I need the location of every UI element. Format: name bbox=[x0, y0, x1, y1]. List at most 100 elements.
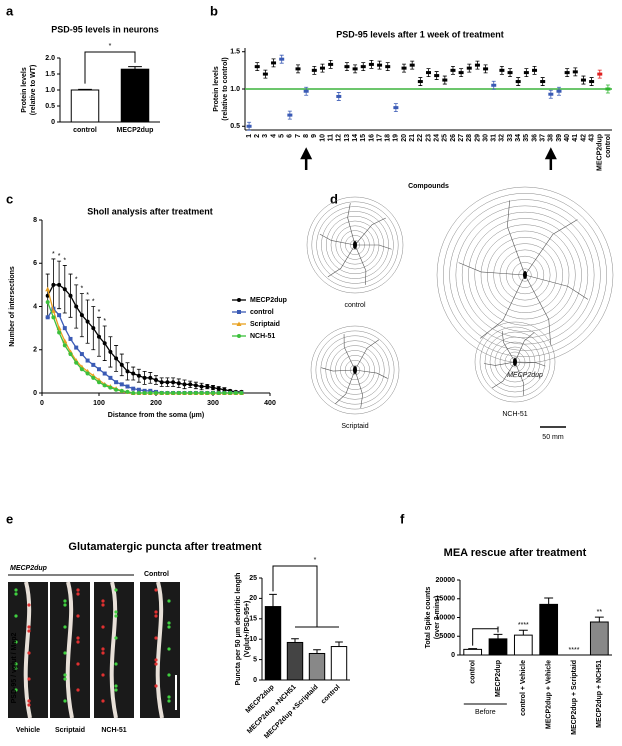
sholl-ring bbox=[479, 326, 551, 398]
dendrite bbox=[524, 274, 589, 300]
puncta bbox=[154, 588, 158, 592]
sholl-ring bbox=[320, 335, 390, 405]
x-tick-label: 40 bbox=[564, 134, 571, 142]
sholl-ring bbox=[499, 346, 531, 378]
dendrite bbox=[458, 262, 526, 276]
x-tick-label: 300 bbox=[207, 400, 219, 407]
sholl-ring bbox=[316, 206, 394, 284]
sholl-ring bbox=[518, 268, 532, 282]
y-tick-label: 0.5 bbox=[230, 123, 240, 130]
marker bbox=[62, 287, 67, 292]
image-label: Vehicle bbox=[16, 727, 40, 734]
significance: * bbox=[92, 298, 95, 305]
sholl-ring bbox=[344, 359, 366, 381]
x-tick-label: 43 bbox=[588, 134, 595, 142]
y-axis-label: (relative to WT) bbox=[30, 65, 37, 116]
x-tick-label: MECP2dup + Scriptaid bbox=[571, 660, 578, 735]
marker bbox=[171, 391, 176, 395]
x-tick-label: 12 bbox=[336, 134, 343, 142]
panel-letter: e bbox=[6, 511, 13, 526]
sholl-ring bbox=[489, 336, 541, 388]
marker bbox=[114, 380, 119, 385]
x-tick-label: 42 bbox=[580, 134, 587, 142]
cap bbox=[247, 121, 252, 131]
marker bbox=[45, 315, 50, 320]
cap bbox=[565, 68, 570, 77]
y-tick-label: 20000 bbox=[436, 577, 456, 584]
dendrite-image bbox=[155, 581, 164, 719]
x-tick-label: control bbox=[470, 660, 477, 684]
x-tick-label: 0 bbox=[40, 400, 44, 407]
y-tick-label: 10 bbox=[249, 636, 257, 643]
y-tick-label: 8 bbox=[33, 217, 37, 224]
dendrite bbox=[507, 200, 526, 276]
error-bar bbox=[518, 629, 528, 636]
x-tick-label: 16 bbox=[368, 134, 375, 142]
significance: * bbox=[63, 257, 66, 264]
puncta bbox=[154, 610, 158, 614]
y-axis-label: Number of intersections bbox=[9, 266, 16, 347]
marker bbox=[68, 336, 73, 341]
marker bbox=[199, 391, 204, 395]
marker bbox=[74, 345, 79, 350]
y-tick-label: 2.0 bbox=[45, 55, 55, 62]
x-tick-label: MECP2dup + NCH51 bbox=[596, 660, 603, 728]
marker bbox=[199, 384, 204, 389]
x-tick-label: 5 bbox=[279, 134, 286, 138]
y-tick-label: 10000 bbox=[436, 614, 456, 621]
image-label: NCH-51 bbox=[101, 727, 126, 734]
sholl-ring bbox=[499, 249, 551, 301]
sholl-ring bbox=[315, 330, 395, 410]
x-tick-label: 23 bbox=[425, 134, 432, 142]
cap bbox=[328, 60, 333, 69]
group-label: Before bbox=[475, 709, 496, 716]
bracket bbox=[272, 565, 339, 628]
arrow bbox=[300, 147, 313, 170]
cap bbox=[287, 110, 292, 120]
marker bbox=[119, 388, 124, 393]
chart-title: PSD-95 levels after 1 week of treatment bbox=[336, 29, 504, 39]
puncta bbox=[154, 636, 158, 640]
marker bbox=[57, 330, 62, 335]
x-tick-label: 27 bbox=[458, 134, 465, 142]
marker bbox=[222, 387, 227, 392]
sholl-ring bbox=[325, 340, 385, 400]
y-tick-label: 4 bbox=[33, 303, 37, 310]
marker bbox=[45, 300, 50, 305]
x-tick-label: 31 bbox=[491, 134, 498, 142]
puncta bbox=[101, 673, 105, 677]
marker bbox=[176, 391, 181, 395]
x-tick-label: MECP2dup bbox=[117, 127, 154, 134]
y-tick-label: 2 bbox=[33, 347, 37, 354]
image-label: Scriptaid bbox=[55, 727, 85, 734]
sholl-ring bbox=[321, 211, 389, 279]
error-bar bbox=[291, 638, 299, 643]
marker bbox=[108, 385, 113, 390]
marker bbox=[236, 321, 242, 326]
marker bbox=[102, 371, 107, 376]
bar bbox=[539, 603, 559, 656]
marker bbox=[131, 386, 136, 391]
marker bbox=[74, 360, 79, 365]
x-tick-label: 9 bbox=[311, 134, 318, 138]
sholl-ring bbox=[494, 341, 536, 383]
y-axis-label: Total Spike counts bbox=[425, 587, 432, 649]
puncta bbox=[27, 651, 31, 655]
marker bbox=[148, 375, 153, 380]
y-tick-label: 0.5 bbox=[45, 103, 55, 110]
marker bbox=[62, 326, 67, 331]
chart-title: MEA rescue after treatment bbox=[444, 547, 587, 559]
marker bbox=[211, 391, 215, 395]
cap bbox=[524, 68, 529, 77]
dendrite bbox=[514, 332, 535, 363]
x-tick-label: 4 bbox=[270, 134, 277, 138]
panel-letter: d bbox=[330, 191, 338, 206]
marker bbox=[188, 391, 193, 395]
cap bbox=[410, 60, 415, 70]
marker bbox=[102, 383, 107, 388]
marker bbox=[205, 391, 210, 395]
puncta bbox=[63, 699, 67, 703]
cap bbox=[483, 64, 488, 74]
marker bbox=[171, 380, 176, 385]
significance: **** bbox=[569, 647, 580, 654]
